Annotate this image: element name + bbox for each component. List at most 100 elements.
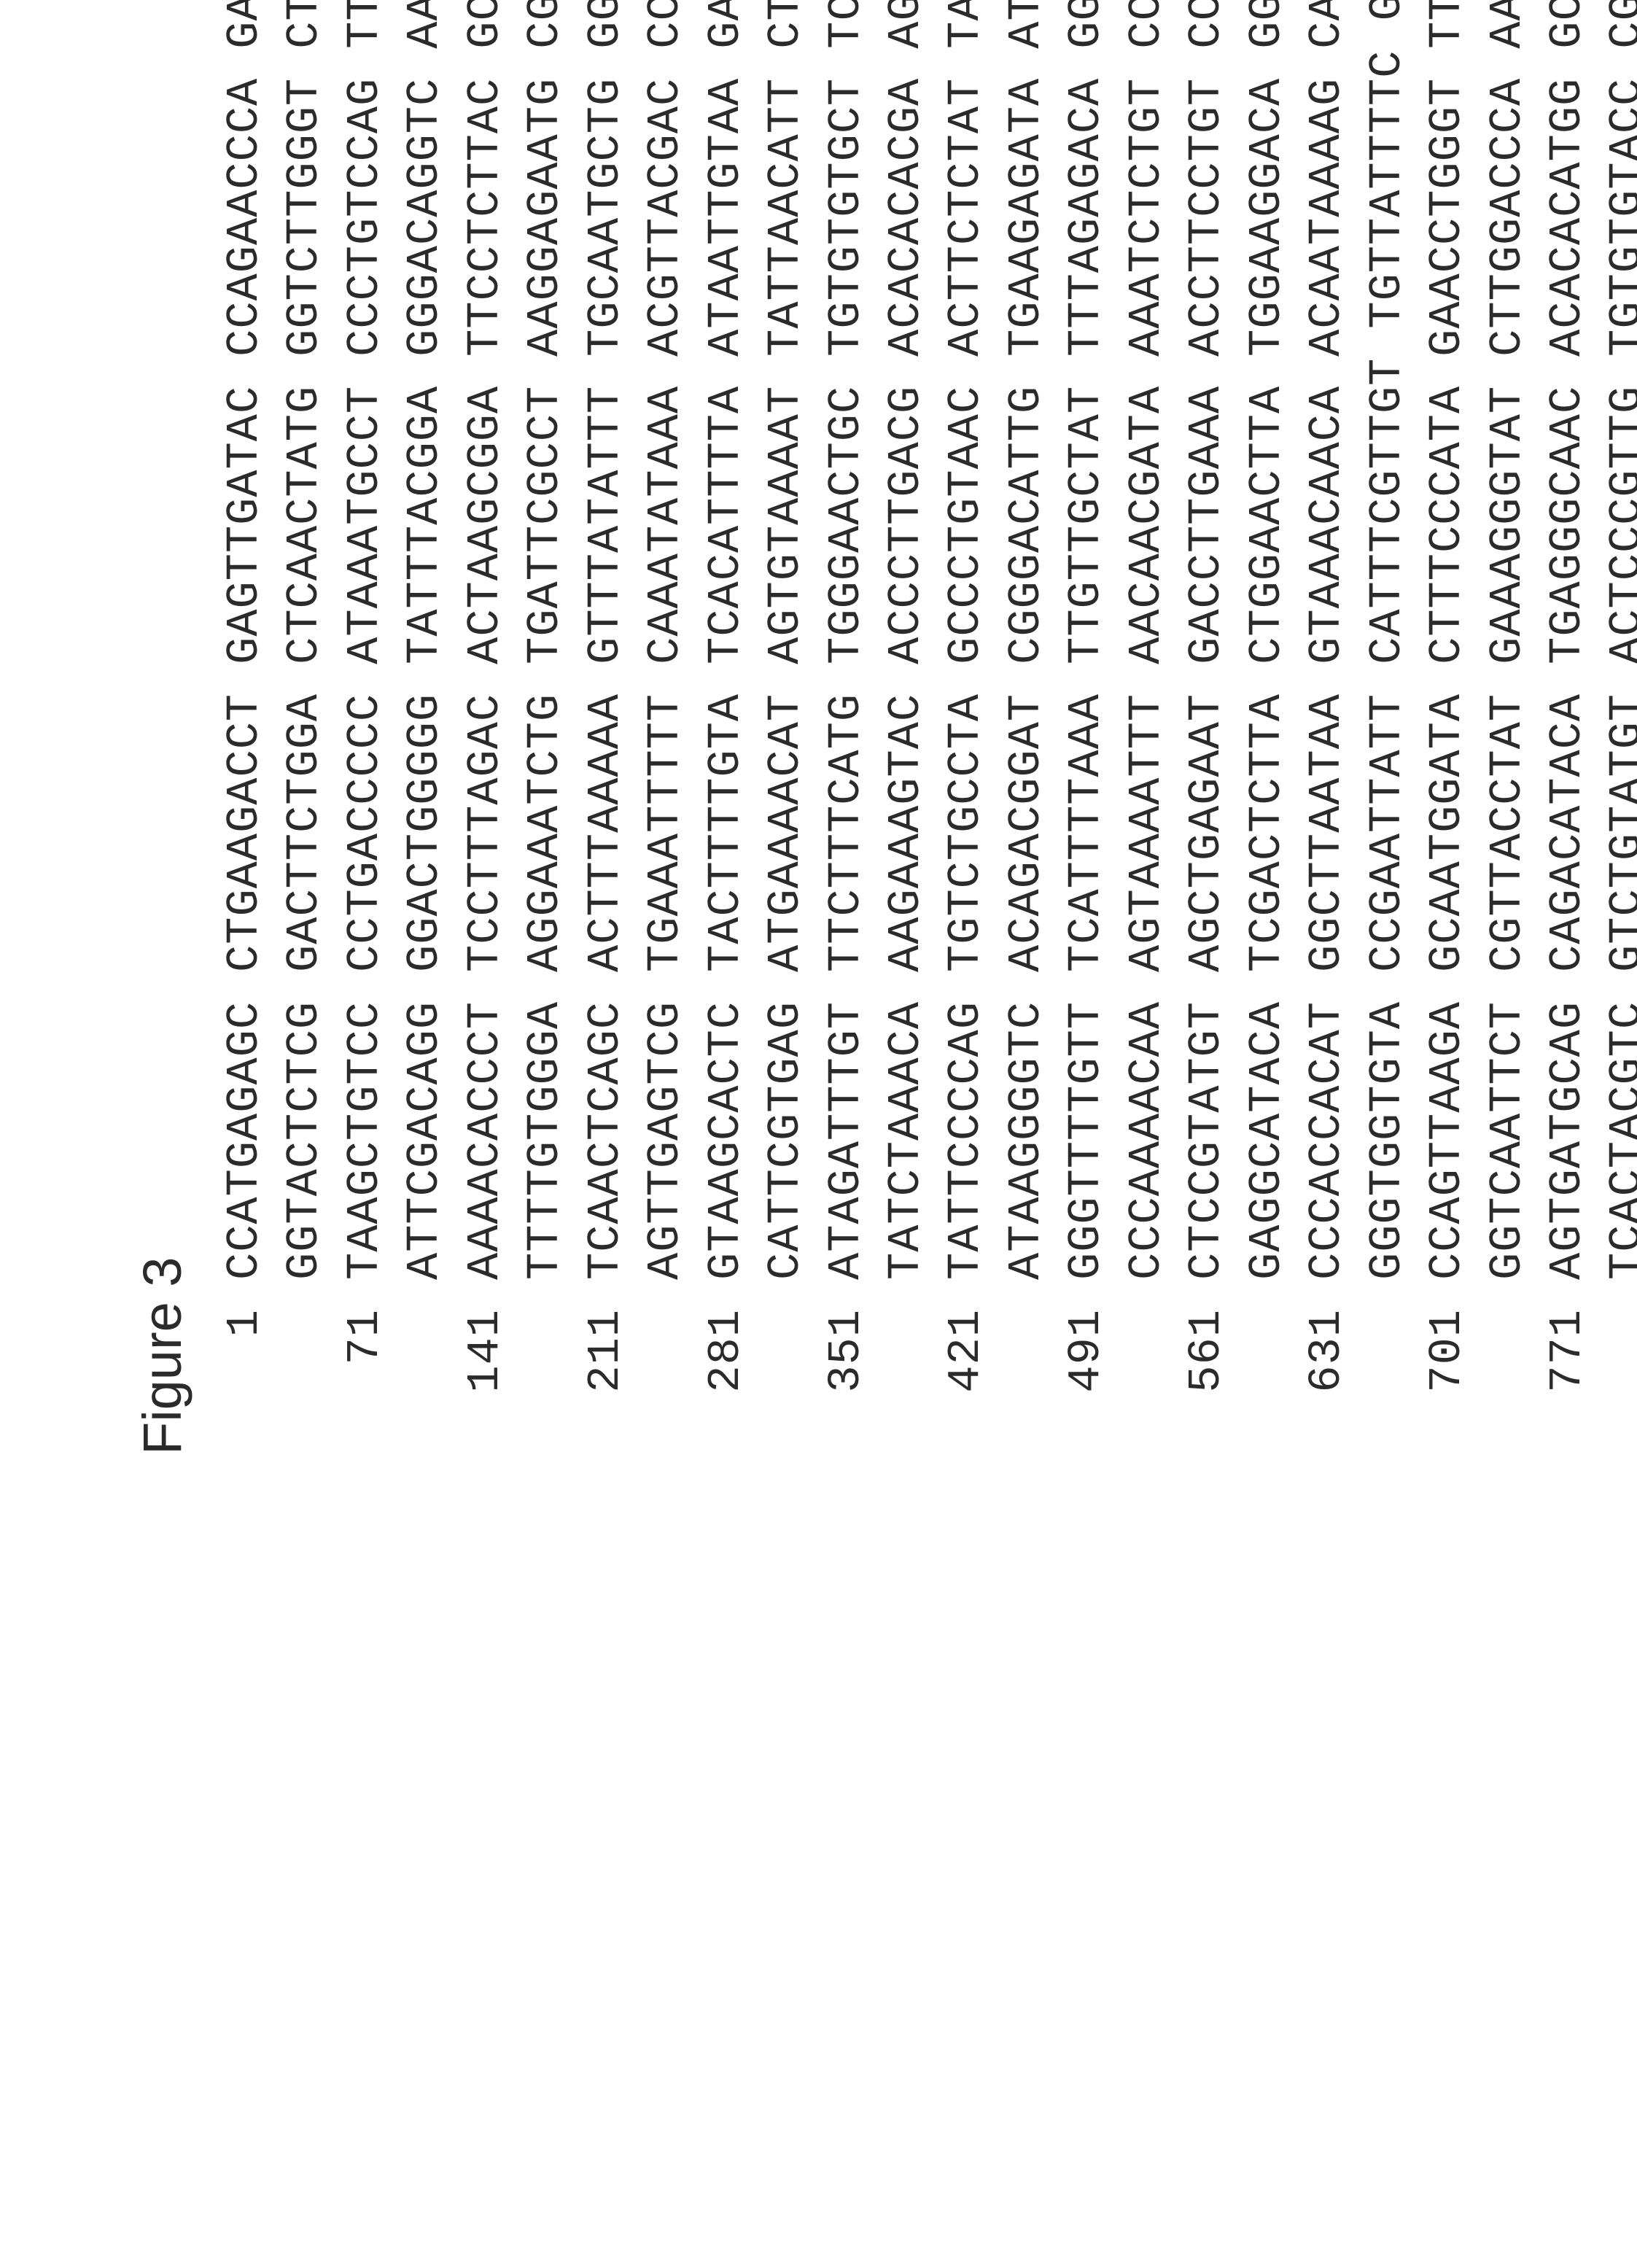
sequence-block: GGGTTTTGTT — [1057, 972, 1116, 1280]
sequence-block: TACTTTTGTA — [696, 664, 756, 972]
sequence-block: TGGAAGGACA — [1237, 49, 1297, 357]
sequence-block: ATAAGGGGTC — [997, 972, 1057, 1280]
sequence-block: CCCACCCCTC — [1177, 0, 1237, 49]
sequence-block: TGATTCGCCT — [516, 357, 575, 664]
sequence-block: ACAGACGGAT — [997, 664, 1057, 972]
position-label: 1 — [215, 1280, 275, 1455]
sequence-block: GGTCTTGGGT — [275, 49, 335, 357]
sequence-block: GCCCTGTAAC — [936, 357, 996, 664]
sequence-block: TGGGAACTGC — [817, 357, 876, 664]
sequence-block: GTACTGAACA — [1358, 0, 1418, 21]
sequence-block: GCAATGGATA — [1418, 664, 1477, 972]
sequence-row: 561CTCCGTATGTAGCTGAGAATGACCTTGAAAACCTTCC… — [1177, 0, 1237, 1455]
sequence-block: CTAGTTCTAC — [275, 0, 335, 49]
sequence-block: ACGTTACGAC — [636, 49, 696, 357]
sequence-block: GGGTGGTGTA — [1358, 972, 1418, 1280]
sequence-block: CGTTACCTAT — [1478, 664, 1538, 972]
sequence-row: CATTCGTGAGATGAAAACATAGTGTAAAATTATTAACATT… — [756, 0, 816, 1455]
sequence-block: GTAAACAACA — [1297, 357, 1357, 664]
sequence-block: GAGTTGATAC — [215, 357, 275, 664]
sequence-row: ATTCGACAGGGGACTGGGGGTATTTACGGAGGGACAGGTC… — [395, 0, 455, 1455]
sequence-block: ACAATAAAAG — [1297, 49, 1357, 357]
sequence-block: CCCACCACAT — [1297, 972, 1357, 1280]
sequence-block: CTGGAACTTA — [1237, 357, 1297, 664]
sequence-block: TGAAATTTTT — [636, 664, 696, 972]
sequence-row: 491GGGTTTTGTTTCATTTTAAATTGTTGCTATTTTAGAG… — [1057, 0, 1116, 1455]
sequence-block: TGAAGAGATA — [997, 49, 1057, 357]
sequence-block: GGTCAATTCT — [1478, 972, 1538, 1280]
sequence-block: CTTGGACCCA — [1478, 49, 1538, 357]
sequence-row: 421TATTCCCCAGTGTCTGCCTAGCCCTGTAACACTTCTC… — [936, 0, 996, 1455]
sequence-block: CTGAAGACCT — [215, 664, 275, 972]
sequence-block: GATCAAGATG — [215, 0, 275, 49]
position-label: 211 — [576, 1280, 636, 1455]
sequence-block: CTTAATTAAG — [756, 0, 816, 49]
figure-title: Figure 3 — [131, 0, 193, 1455]
sequence-row: TCACTACGTCGTCTGTATGTACTCCCGTTGTGTGTGTACC… — [1598, 0, 1637, 1455]
sequence-block: TATTTACGGA — [395, 357, 455, 664]
sequence-row: 281GTAAGCACTCTACTTTTGTATCACATTTTAATAATTG… — [696, 0, 756, 1455]
sequence-block: ATAGATTTGT — [817, 972, 876, 1280]
sequence-row: GGTCAATTCTCGTTACCTATGAAAGGGTATCTTGGACCCA… — [1478, 0, 1538, 1455]
sequence-row: 71TAAGCTGTCCCCTGACCCCCATAAATGCCTCCCTGTCC… — [335, 0, 395, 1455]
sequence-alignment: 1CCATGAGAGCCTGAAGACCTGAGTTGATACCCAGAACCC… — [215, 0, 1637, 1455]
position-label: 141 — [456, 1280, 516, 1455]
sequence-block: AAGAAAGTAC — [876, 664, 936, 972]
sequence-block: CCATGAGAGC — [215, 972, 275, 1280]
sequence-block: AAGGAGAATG — [516, 49, 575, 357]
sequence-row: GGTACTCTCGGACTTCTGGACTCAACTATGGGTCTTGGGT… — [275, 0, 335, 1455]
sequence-block: TCGACTCTTA — [1237, 664, 1297, 972]
sequence-block: CCCTGTCCAG — [335, 49, 395, 357]
sequence-block: TGCAATGCTG — [576, 49, 636, 357]
sequence-block: TTGACTCCCA — [1418, 0, 1477, 49]
page: Figure 3 1CCATGAGAGCCTGAAGACCTGAGTTGATAC… — [0, 0, 1637, 1637]
sequence-block: GTCTGTATGT — [1598, 664, 1637, 972]
sequence-block: ATAAATGCCT — [335, 357, 395, 664]
sequence-block: GAGGCATACA — [1237, 972, 1297, 1280]
sequence-row: CCCAAAACAAAGTAAAATTTAACAACGATAAAATCTCTGT… — [1117, 0, 1177, 1455]
sequence-block: TTTAGAGACA — [1057, 49, 1116, 357]
sequence-block: CTTTCCCATA — [1418, 357, 1477, 664]
sequence-block: TATTAACATT — [756, 49, 816, 357]
sequence-block: GGGTGGGGAG — [1237, 0, 1297, 49]
position-label: 421 — [936, 1280, 996, 1455]
sequence-block: ACTAAGCGGA — [456, 357, 516, 664]
sequence-row: TATCTAAACAAAGAAAGTACACCCTTGACGACACACACGA… — [876, 0, 936, 1455]
sequence-block: AATACGGTGT — [395, 0, 455, 49]
sequence-row: GGGTGGTGTACCGAATTATTCATTTCGTTGTTGTTATTTT… — [1358, 0, 1418, 1455]
sequence-block: TGTTATTTTC — [1358, 21, 1418, 329]
position-label: 701 — [1418, 1280, 1477, 1455]
sequence-block: ACCTTCCTGT — [1177, 49, 1237, 357]
sequence-block: AACAACGATA — [1117, 357, 1177, 664]
sequence-block: TTCCTCTTAC — [456, 49, 516, 357]
sequence-block: CATGACTTCT — [1297, 0, 1357, 49]
sequence-row: 631CCCACCACATGGCTTAATAAGTAAACAACAACAATAA… — [1297, 0, 1357, 1455]
sequence-block: GAATTAATTC — [696, 0, 756, 49]
sequence-block: CTCAACTATG — [275, 357, 335, 664]
position-label: 491 — [1057, 1280, 1116, 1455]
position-label: 71 — [335, 1280, 395, 1455]
sequence-row: 1CCATGAGAGCCTGAAGACCTGAGTTGATACCCAGAACCC… — [215, 0, 275, 1455]
position-label: 351 — [817, 1280, 876, 1455]
sequence-block: ACTCCCGTTG — [1598, 357, 1637, 664]
sequence-block: CCCAAAACAA — [1117, 972, 1177, 1280]
sequence-block: TATACAATGA — [936, 0, 996, 49]
sequence-row: 701CCAGTTAAGAGCAATGGATACTTTCCCATAGAACCTG… — [1418, 0, 1477, 1455]
sequence-block: TGTGTGTACC — [1598, 49, 1637, 357]
sequence-block: TTTTGTGGGA — [516, 972, 575, 1280]
sequence-block: GGGACAGGTC — [395, 49, 455, 357]
sequence-block: TGTCTGCCTA — [936, 664, 996, 972]
sequence-block: TCATTTTAAA — [1057, 664, 1116, 972]
sequence-block: AAATCTCTGT — [1117, 49, 1177, 357]
sequence-block: GAAAGGGTAT — [1478, 357, 1538, 664]
sequence-block: TTGTTGCTAT — [1057, 357, 1116, 664]
sequence-block: TTATGCCACA — [335, 0, 395, 49]
sequence-block: CAAATATAAA — [636, 357, 696, 664]
sequence-block: TATCTAAACA — [876, 972, 936, 1280]
sequence-row: 771AGTGATGCAGCAGACATACATGAGGGCAACACACACA… — [1538, 0, 1598, 1455]
sequence-block: CCGAATTATT — [1358, 664, 1418, 972]
sequence-row: 141AAAACACCCTTCCTTTAGACACTAAGCGGATTCCTCT… — [456, 0, 516, 1455]
sequence-block: ACACACATGG — [1538, 49, 1598, 357]
sequence-block: CGGGACATTG — [997, 357, 1057, 664]
sequence-block: TCACTACGTC — [1598, 972, 1637, 1280]
